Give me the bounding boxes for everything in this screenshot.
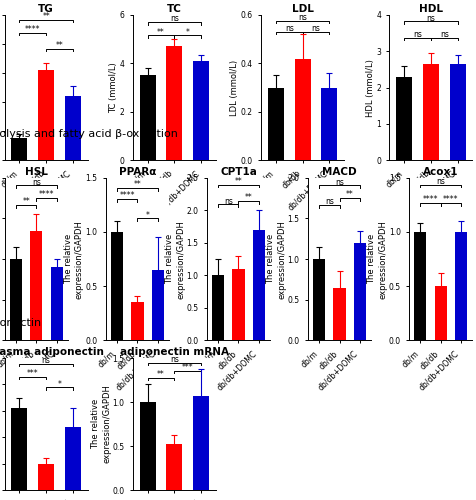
- Y-axis label: The relative
expression/GAPDH: The relative expression/GAPDH: [367, 220, 387, 298]
- Bar: [312, 259, 325, 340]
- Title: CPT1a: CPT1a: [219, 167, 257, 177]
- Text: **: **: [157, 370, 165, 379]
- Text: ****: ****: [39, 190, 54, 199]
- Text: **: **: [345, 190, 353, 199]
- Text: *: *: [145, 210, 149, 220]
- Bar: [139, 402, 155, 490]
- Bar: [232, 269, 244, 340]
- Bar: [139, 76, 155, 160]
- Bar: [151, 270, 164, 340]
- Bar: [413, 232, 426, 340]
- Title: HDL: HDL: [418, 4, 442, 14]
- Bar: [30, 230, 42, 340]
- Bar: [131, 302, 143, 341]
- Text: ****: ****: [422, 196, 437, 204]
- Bar: [65, 96, 80, 160]
- Text: ns: ns: [439, 30, 448, 39]
- Bar: [321, 88, 337, 160]
- Text: ns: ns: [41, 356, 50, 365]
- Title: PPARα: PPARα: [119, 167, 156, 177]
- Text: ns: ns: [284, 24, 293, 33]
- Bar: [454, 232, 466, 340]
- Bar: [166, 444, 182, 490]
- Text: ****: ****: [25, 25, 40, 34]
- Title: Acox1: Acox1: [422, 167, 457, 177]
- Title: LDL: LDL: [291, 4, 313, 14]
- Text: Adiponectin: Adiponectin: [0, 318, 42, 328]
- Text: ns: ns: [426, 14, 435, 23]
- Title: TC: TC: [167, 4, 181, 14]
- Bar: [10, 259, 22, 340]
- Text: **: **: [22, 198, 30, 206]
- Title: Plasma adiponectin: Plasma adiponectin: [0, 348, 104, 358]
- Bar: [65, 426, 80, 490]
- Text: ***: ***: [181, 363, 193, 372]
- Text: *: *: [185, 28, 189, 36]
- Bar: [38, 464, 54, 490]
- Bar: [211, 276, 224, 340]
- Bar: [422, 64, 438, 160]
- Text: ****: ****: [119, 191, 135, 200]
- Text: **: **: [234, 177, 242, 186]
- Text: Lipolysis and fatty acid β-oxidation: Lipolysis and fatty acid β-oxidation: [0, 129, 177, 139]
- Text: ns: ns: [311, 24, 320, 33]
- Bar: [11, 408, 28, 490]
- Title: MACD: MACD: [322, 167, 356, 177]
- Y-axis label: The relative
expression/GAPDH: The relative expression/GAPDH: [91, 384, 111, 464]
- Bar: [353, 243, 365, 340]
- Bar: [448, 64, 465, 160]
- Bar: [50, 267, 63, 340]
- Y-axis label: The relative
expression/GAPDH: The relative expression/GAPDH: [266, 220, 286, 298]
- Bar: [333, 288, 345, 341]
- Y-axis label: TC (mmol/L): TC (mmol/L): [109, 62, 118, 113]
- Text: **: **: [56, 41, 63, 50]
- Bar: [294, 58, 310, 160]
- Title: HSL: HSL: [25, 167, 48, 177]
- Y-axis label: The relative
expression/GAPDH: The relative expression/GAPDH: [165, 220, 185, 298]
- Y-axis label: LDL (mmol/L): LDL (mmol/L): [230, 60, 239, 116]
- Text: ns: ns: [32, 178, 41, 187]
- Text: **: **: [133, 180, 141, 190]
- Bar: [166, 46, 182, 160]
- Text: ns: ns: [223, 196, 232, 205]
- Bar: [252, 230, 265, 340]
- Y-axis label: The relative
expression/GAPDH: The relative expression/GAPDH: [64, 220, 84, 298]
- Text: ns: ns: [324, 198, 333, 206]
- Bar: [11, 138, 28, 160]
- Text: ns: ns: [169, 14, 178, 24]
- Y-axis label: HDL (mmol/L): HDL (mmol/L): [365, 58, 374, 116]
- Text: ns: ns: [298, 13, 307, 22]
- Bar: [396, 76, 411, 160]
- Text: **: **: [157, 28, 165, 36]
- Text: *: *: [58, 380, 61, 388]
- Title: adiponectin mRNA: adiponectin mRNA: [119, 348, 228, 358]
- Text: ns: ns: [169, 355, 178, 364]
- Bar: [111, 232, 123, 340]
- Text: ****: ****: [442, 196, 457, 204]
- Text: **: **: [244, 194, 252, 202]
- Bar: [434, 286, 446, 341]
- Title: TG: TG: [38, 4, 54, 14]
- Bar: [268, 88, 283, 160]
- Text: **: **: [42, 12, 50, 21]
- Text: ns: ns: [412, 30, 421, 39]
- Text: ns: ns: [435, 177, 444, 186]
- Bar: [193, 61, 208, 160]
- Bar: [193, 396, 208, 490]
- Bar: [38, 70, 54, 160]
- Text: ns: ns: [335, 178, 343, 187]
- Text: ***: ***: [27, 369, 39, 378]
